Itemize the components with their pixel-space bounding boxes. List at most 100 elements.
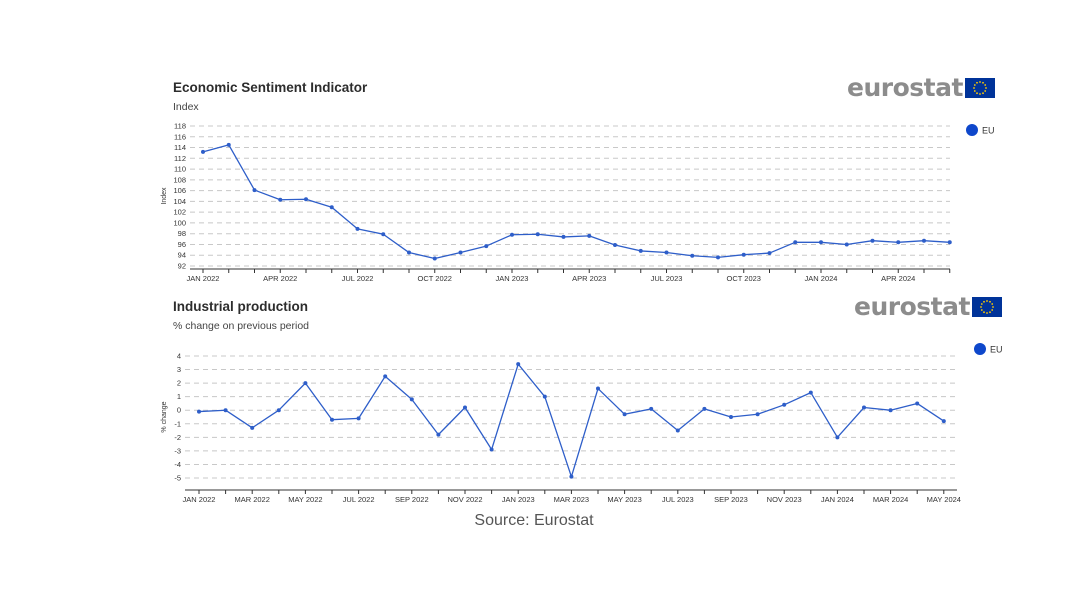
flag-star: [992, 305, 994, 308]
y-tick-label: 104: [173, 197, 186, 206]
data-point: [808, 390, 813, 395]
y-tick-label: 118: [174, 122, 186, 131]
flag-star: [973, 83, 976, 86]
flag-star: [980, 302, 983, 305]
x-tick-label: MAR 2024: [873, 495, 908, 504]
y-tick-label: 98: [178, 229, 186, 238]
data-point: [510, 232, 514, 237]
y-tick-label: 112: [174, 154, 186, 163]
data-point: [569, 474, 574, 479]
data-point: [844, 242, 849, 247]
data-point: [922, 238, 926, 243]
y-tick-label: 114: [174, 143, 186, 152]
data-point: [862, 405, 866, 410]
data-point: [888, 408, 893, 413]
industrial-production-line-chart: -5 -4 -3 -2 -1 0 1 2 3 4 JAN 2022 MAR 2022 MAY 2022 J…: [161, 343, 1003, 504]
x-tick-label: APR 2024: [881, 274, 915, 283]
legend-label: EU: [990, 345, 1003, 355]
data-point: [436, 432, 441, 437]
y-tick-label: -1: [174, 419, 181, 428]
flag-star: [982, 81, 984, 84]
data-point: [432, 256, 437, 261]
y-tick-label: -2: [174, 433, 181, 442]
flag-star: [976, 91, 978, 94]
x-tick-label: JAN 2023: [502, 495, 535, 504]
data-point: [896, 240, 901, 245]
source-caption: Source: Eurostat: [474, 512, 594, 529]
data-point: [201, 149, 205, 154]
data-point: [702, 406, 707, 411]
data-point: [276, 408, 281, 413]
data-point: [458, 250, 463, 255]
flag-field: [971, 296, 1002, 317]
legend-marker: [974, 343, 986, 355]
flag-star: [985, 86, 987, 89]
data-point: [675, 428, 680, 433]
data-point: [716, 255, 720, 260]
legend-label: EU: [982, 126, 995, 136]
data-point: [587, 233, 592, 238]
flag-field: [964, 77, 995, 98]
x-tick-label: JUL 2023: [662, 495, 694, 504]
data-point: [407, 250, 411, 255]
data-point: [252, 188, 257, 193]
data-point: [596, 386, 600, 391]
eurostat-wordmark: eurostat: [847, 73, 963, 102]
eu-flag-icon: [964, 77, 995, 98]
data-point: [741, 252, 746, 257]
data-point: [755, 412, 760, 417]
x-tick-label: MAY 2024: [927, 495, 961, 504]
flag-star: [982, 91, 984, 94]
x-tick-label: APR 2023: [572, 274, 606, 283]
flag-star: [983, 300, 985, 303]
esi-line-chart: 92949698100102104106108110112114116118JA…: [161, 122, 995, 284]
data-point: [484, 244, 489, 249]
x-tick-label: JAN 2022: [187, 274, 220, 283]
data-point: [250, 425, 255, 430]
flag-star: [986, 299, 988, 302]
chart-subtitle: Index: [173, 101, 199, 113]
y-tick-label: 0: [177, 406, 181, 415]
data-point: [613, 243, 617, 247]
x-tick-label: JAN 2022: [183, 495, 216, 504]
eurostat-logo: eurostat: [854, 294, 1002, 319]
data-point: [664, 250, 669, 255]
data-point: [947, 240, 952, 245]
x-tick-label: NOV 2022: [447, 495, 482, 504]
x-tick-label: JUL 2023: [651, 274, 683, 283]
data-point: [690, 253, 695, 258]
data-point: [782, 402, 787, 407]
data-point: [622, 412, 627, 417]
data-point: [355, 226, 360, 231]
chart-title: Economic Sentiment Indicator: [173, 80, 368, 95]
data-point: [915, 401, 920, 406]
y-tick-label: -5: [174, 474, 181, 483]
industrial-production-chart-panel: Industrial production % change on previo…: [0, 290, 1068, 512]
eu-flag-icon: [971, 296, 1002, 317]
data-point: [356, 416, 361, 421]
x-tick-label: MAR 2022: [234, 495, 269, 504]
y-tick-label: 92: [178, 262, 186, 271]
legend-marker: [966, 124, 978, 136]
data-point: [561, 234, 566, 239]
data-point: [330, 417, 334, 422]
y-tick-label: 3: [177, 365, 181, 374]
x-tick-label: MAY 2022: [288, 495, 322, 504]
data-point: [535, 232, 540, 237]
y-tick-label: -3: [174, 446, 181, 455]
x-tick-label: JUL 2022: [343, 495, 375, 504]
chart-title: Industrial production: [173, 299, 308, 314]
y-tick-label: 116: [174, 132, 186, 141]
flag-star: [973, 89, 976, 92]
y-axis-label: Index: [161, 187, 168, 205]
data-point: [329, 205, 334, 210]
x-tick-label: APR 2022: [263, 274, 297, 283]
data-point: [649, 406, 654, 411]
y-tick-label: -4: [174, 460, 181, 469]
x-tick-label: SEP 2022: [395, 495, 429, 504]
chart-subtitle: % change on previous period: [173, 320, 310, 332]
data-point: [835, 435, 840, 440]
y-axis-label: % change: [161, 401, 168, 432]
data-point: [793, 240, 798, 245]
data-point: [870, 238, 875, 243]
